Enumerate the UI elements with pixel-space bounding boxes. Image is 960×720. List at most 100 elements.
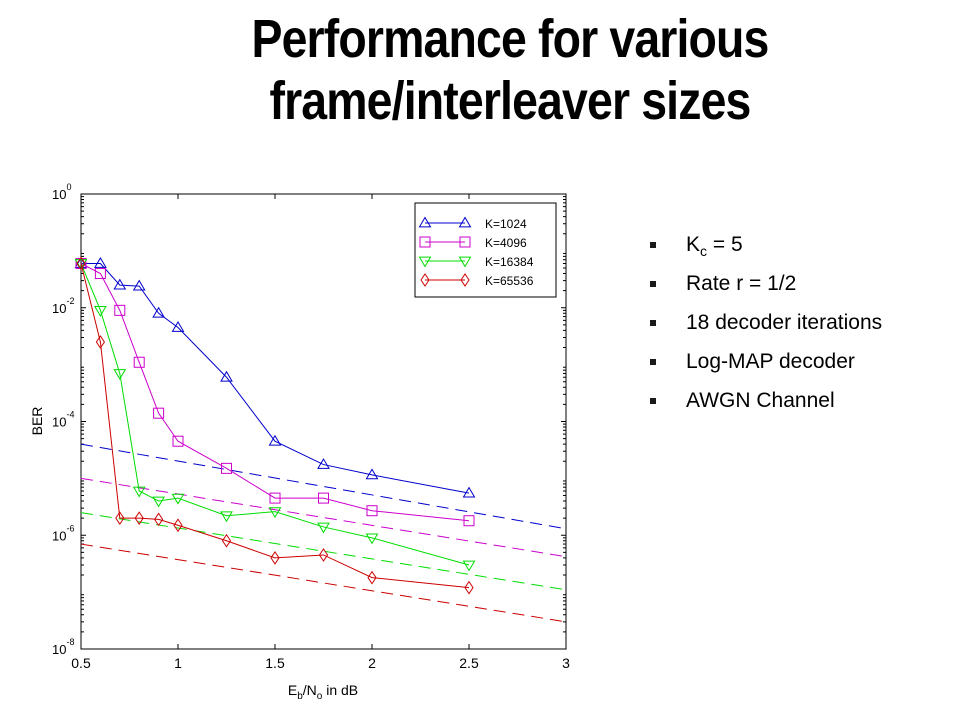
bullet-rate: Rate r = 1/2 (650, 271, 882, 310)
data-point (74, 259, 88, 270)
title-line-1: Performance for various (251, 9, 769, 69)
x-tick-label: 0.5 (71, 655, 91, 671)
y-axis-label: BER (29, 407, 45, 436)
series-k-16384 (74, 259, 476, 572)
data-point (268, 507, 282, 519)
data-point (366, 505, 378, 517)
asymptote-line (80, 443, 567, 530)
series-line (81, 262, 470, 494)
data-point (269, 492, 281, 504)
data-point (268, 434, 282, 446)
legend: K=1024 K=4096 K=16384 K=65536 (414, 202, 557, 298)
x-tick-label: 3 (562, 655, 570, 671)
title-line-2: frame/interleaver sizes (269, 71, 751, 131)
bullet-text: Log-MAP decoder (686, 350, 855, 373)
data-point (115, 511, 125, 526)
data-point (76, 256, 86, 271)
data-point (419, 236, 431, 248)
legend-label: K=1024 (485, 217, 527, 231)
data-point (220, 511, 233, 523)
data-point (418, 256, 432, 268)
y-tick-label: 100 (52, 182, 71, 202)
y-tick-label: 10-2 (52, 296, 74, 316)
asymptote-line (80, 477, 567, 558)
bullet-constraint-length: Kc = 5 (650, 232, 882, 271)
data-point (420, 273, 430, 287)
data-point (462, 486, 476, 498)
data-point (365, 533, 379, 545)
data-point (270, 550, 280, 565)
data-point (221, 462, 232, 474)
axis-ticks: 0.5 1 1.5 2 2.5 3 10-8 10-6 10-4 10-2 100 (52, 182, 570, 671)
data-point (113, 278, 127, 290)
series-line (80, 263, 470, 589)
data-point (318, 492, 329, 504)
bullet-square-icon (650, 320, 656, 326)
asymptote-lines (80, 443, 567, 623)
bullet-iterations: 18 decoder iterations (650, 310, 882, 349)
bullet-square-icon (650, 359, 656, 365)
asymptote-line (80, 543, 567, 623)
data-point (458, 256, 472, 268)
x-tick-label: 1.5 (265, 655, 285, 671)
data-point (113, 369, 127, 380)
data-point (94, 257, 107, 268)
asymptote-line (80, 512, 567, 591)
kc-sub: c (700, 243, 708, 259)
parameter-list: Kc = 5 Rate r = 1/2 18 decoder iteration… (650, 232, 882, 427)
series-k-1024 (74, 257, 476, 498)
data-point (318, 548, 329, 562)
data-point (365, 468, 379, 480)
bullet-text: AWGN Channel (686, 389, 835, 412)
data-point (172, 435, 184, 447)
bullet-text: 18 decoder iterations (686, 311, 883, 334)
data-point (418, 216, 432, 228)
data-point (462, 560, 476, 572)
data-point (153, 512, 164, 527)
data-point (94, 268, 106, 280)
data-point (317, 522, 330, 534)
data-point (132, 486, 146, 498)
data-point (152, 306, 165, 318)
data-point (134, 511, 144, 526)
data-point (367, 570, 377, 585)
data-point (171, 493, 185, 505)
bullet-text: Rate r = 1/2 (686, 272, 797, 295)
x-tick-label: 2.5 (459, 655, 479, 671)
legend-label: K=4096 (485, 236, 527, 250)
data-point (132, 279, 146, 291)
kc-rest: = 5 (707, 233, 743, 256)
data-point (464, 580, 474, 595)
slide-title: Performance for various frame/interleave… (149, 8, 871, 132)
data-point (221, 533, 232, 548)
y-tick-label: 10-8 (52, 637, 74, 657)
y-tick-label: 10-4 (52, 410, 74, 430)
bullet-square-icon (650, 281, 656, 287)
data-point (463, 515, 475, 527)
data-point (94, 306, 107, 317)
series-k-4096 (75, 257, 475, 527)
data-point (460, 273, 470, 287)
data-point (95, 335, 106, 349)
data-point (133, 356, 145, 368)
data-point (317, 458, 330, 469)
legend-box (414, 202, 557, 298)
data-point (173, 518, 183, 533)
data-point (152, 496, 165, 508)
x-axis-label: Eb/No in dB (288, 682, 358, 702)
legend-label: K=65536 (485, 274, 534, 288)
data-point (458, 216, 472, 228)
x-tick-label: 1 (174, 655, 182, 671)
data-point (220, 370, 233, 382)
series-k-65536 (76, 256, 474, 595)
legend-label: K=16384 (485, 255, 534, 269)
series-line (80, 263, 470, 522)
data-point (114, 304, 126, 316)
kc-base: K (686, 233, 701, 256)
y-tick-label: 10-6 (52, 523, 74, 543)
bullet-decoder: Log-MAP decoder (650, 349, 882, 388)
bullet-square-icon (650, 398, 656, 404)
bullet-square-icon (650, 242, 656, 248)
series-line (80, 263, 470, 566)
